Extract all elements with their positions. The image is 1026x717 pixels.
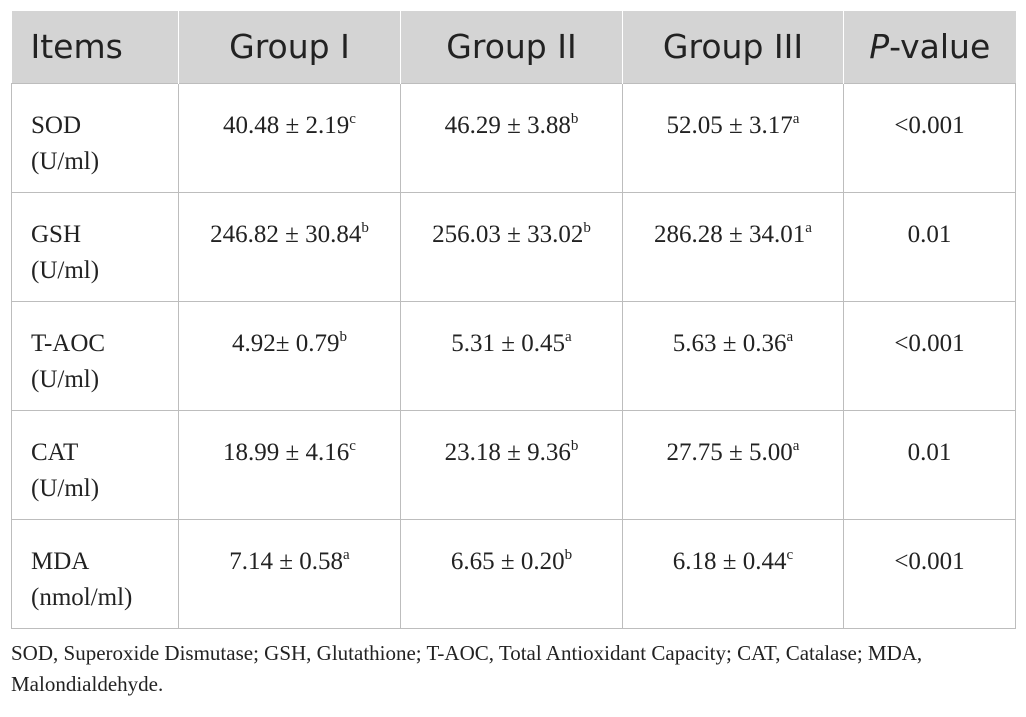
item-name: GSH xyxy=(31,220,82,248)
value: 256.03 ± 33.02 xyxy=(432,220,584,248)
value: 52.05 ± 3.17 xyxy=(666,111,793,139)
table-row: SOD (U/ml) 40.48 ± 2.19c 46.29 ± 3.88b 52… xyxy=(11,82,1016,193)
item-unit: (U/ml) xyxy=(31,256,100,284)
data-table-container: Items Group I Group II Group III P-value… xyxy=(11,11,1016,629)
value: 5.63 ± 0.36 xyxy=(672,329,787,357)
value: 4.92± 0.79 xyxy=(232,329,340,357)
item-cell: CAT (U/ml) xyxy=(11,409,179,520)
item-unit: (U/ml) xyxy=(31,147,100,175)
header-row: Items Group I Group II Group III P-value xyxy=(11,11,1016,83)
value: 6.18 ± 0.44 xyxy=(672,547,787,575)
item-name: T-AOC xyxy=(31,329,106,357)
table-row: CAT (U/ml) 18.99 ± 4.16c 23.18 ± 9.36b 27… xyxy=(11,409,1016,520)
significance-letter: a xyxy=(343,546,350,563)
significance-letter: b xyxy=(564,546,573,563)
significance-letter: c xyxy=(786,546,794,563)
item-unit: (U/ml) xyxy=(31,365,100,393)
value: 18.99 ± 4.16 xyxy=(223,438,350,466)
group-3-cell: 52.05 ± 3.17a xyxy=(622,82,844,193)
group-3-cell: 27.75 ± 5.00a xyxy=(622,409,844,520)
table-footnote: SOD, Superoxide Dismutase; GSH, Glutathi… xyxy=(11,641,923,696)
item-name: CAT xyxy=(31,438,79,466)
item-name: MDA xyxy=(31,547,90,575)
significance-letter: a xyxy=(792,110,800,127)
significance-letter: b xyxy=(583,219,591,236)
p-value-cell: <0.001 xyxy=(843,300,1016,411)
group-1-cell: 18.99 ± 4.16c xyxy=(178,409,401,520)
p-value-cell: <0.001 xyxy=(843,82,1016,193)
value: 46.29 ± 3.88 xyxy=(444,111,571,139)
item-cell: T-AOC (U/ml) xyxy=(11,300,179,411)
significance-letter: b xyxy=(361,219,369,236)
table-row: T-AOC (U/ml) 4.92± 0.79b 5.31 ± 0.45a 5.6… xyxy=(11,300,1016,411)
significance-letter: a xyxy=(805,219,812,236)
table-row: GSH (U/ml) 246.82 ± 30.84b 256.03 ± 33.02… xyxy=(11,191,1016,302)
significance-letter: a xyxy=(786,328,794,345)
significance-letter: b xyxy=(570,110,579,127)
group-2-cell: 6.65 ± 0.20b xyxy=(400,518,623,629)
header-group-1: Group I xyxy=(178,11,401,83)
table-body: SOD (U/ml) 40.48 ± 2.19c 46.29 ± 3.88b 52… xyxy=(11,82,1016,629)
group-3-cell: 286.28 ± 34.01a xyxy=(622,191,844,302)
group-2-cell: 23.18 ± 9.36b xyxy=(400,409,623,520)
value: 23.18 ± 9.36 xyxy=(444,438,571,466)
antioxidant-table: Items Group I Group II Group III P-value… xyxy=(11,11,1016,629)
table-header: Items Group I Group II Group III P-value xyxy=(11,11,1016,83)
header-items: Items xyxy=(30,27,123,67)
item-unit: (U/ml) xyxy=(31,474,100,502)
value: 7.14 ± 0.58 xyxy=(229,547,344,575)
p-value-cell: 0.01 xyxy=(843,191,1016,302)
significance-letter: a xyxy=(792,437,800,454)
significance-letter: a xyxy=(565,328,572,345)
value: 246.82 ± 30.84 xyxy=(210,220,362,248)
p-value-cell: 0.01 xyxy=(843,409,1016,520)
group-3-cell: 6.18 ± 0.44c xyxy=(622,518,844,629)
group-1-cell: 7.14 ± 0.58a xyxy=(178,518,401,629)
significance-letter: b xyxy=(570,437,579,454)
group-1-cell: 40.48 ± 2.19c xyxy=(178,82,401,193)
item-unit: (nmol/ml) xyxy=(31,583,133,611)
group-2-cell: 46.29 ± 3.88b xyxy=(400,82,623,193)
significance-letter: c xyxy=(349,437,356,454)
value: 27.75 ± 5.00 xyxy=(666,438,793,466)
value: 286.28 ± 34.01 xyxy=(654,220,806,248)
group-3-cell: 5.63 ± 0.36a xyxy=(622,300,844,411)
significance-letter: c xyxy=(349,110,356,127)
group-2-cell: 5.31 ± 0.45a xyxy=(400,300,623,411)
header-group-2: Group II xyxy=(400,11,623,83)
p-value-cell: <0.001 xyxy=(843,518,1016,629)
group-2-cell: 256.03 ± 33.02b xyxy=(400,191,623,302)
group-1-cell: 4.92± 0.79b xyxy=(178,300,401,411)
value: 40.48 ± 2.19 xyxy=(223,111,350,139)
item-cell: GSH (U/ml) xyxy=(11,191,179,302)
header-p-letter: P xyxy=(869,27,890,67)
header-value-suffix: -value xyxy=(889,27,991,67)
item-cell: MDA (nmol/ml) xyxy=(11,518,179,629)
table-row: MDA (nmol/ml) 7.14 ± 0.58a 6.65 ± 0.20b 6… xyxy=(11,518,1016,629)
item-cell: SOD (U/ml) xyxy=(11,82,179,193)
header-group-3: Group III xyxy=(622,11,844,83)
header-p-value: P-value xyxy=(843,11,1016,83)
group-1-cell: 246.82 ± 30.84b xyxy=(178,191,401,302)
item-name: SOD xyxy=(31,111,82,139)
significance-letter: b xyxy=(339,328,347,345)
value: 6.65 ± 0.20 xyxy=(450,547,565,575)
value: 5.31 ± 0.45 xyxy=(451,329,566,357)
